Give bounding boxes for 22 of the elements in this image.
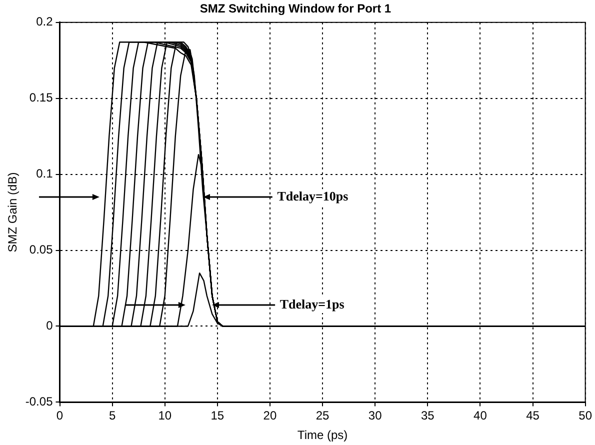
x-tick-label: 0: [56, 408, 64, 423]
x-tick-label: 20: [263, 408, 277, 423]
chart-title: SMZ Switching Window for Port 1: [200, 2, 392, 16]
y-tick-label: 0.2: [36, 14, 54, 29]
y-tick-label: 0.1: [36, 166, 54, 181]
x-tick-label: 25: [316, 408, 330, 423]
annotation: Tdelay=10ps: [277, 188, 348, 204]
x-tick-label: 50: [578, 408, 592, 423]
x-tick-label: 35: [420, 408, 435, 423]
y-tick-label: 0.15: [29, 90, 54, 105]
annotation: Tdelay=1ps: [280, 296, 344, 312]
x-tick-label: 5: [108, 408, 116, 423]
x-tick-label: 40: [474, 408, 488, 423]
y-tick-label: 0: [46, 318, 54, 333]
x-axis-title: Time (ps): [297, 428, 348, 442]
x-tick-label: 15: [210, 408, 224, 423]
x-tick-label: 45: [526, 408, 540, 423]
y-tick-label: -0.05: [25, 394, 54, 409]
x-tick-label: 10: [158, 408, 172, 423]
x-tick-label: 30: [368, 408, 382, 423]
y-tick-label: 0.05: [29, 242, 54, 257]
y-axis-title: SMZ Gain (dB): [6, 172, 20, 252]
